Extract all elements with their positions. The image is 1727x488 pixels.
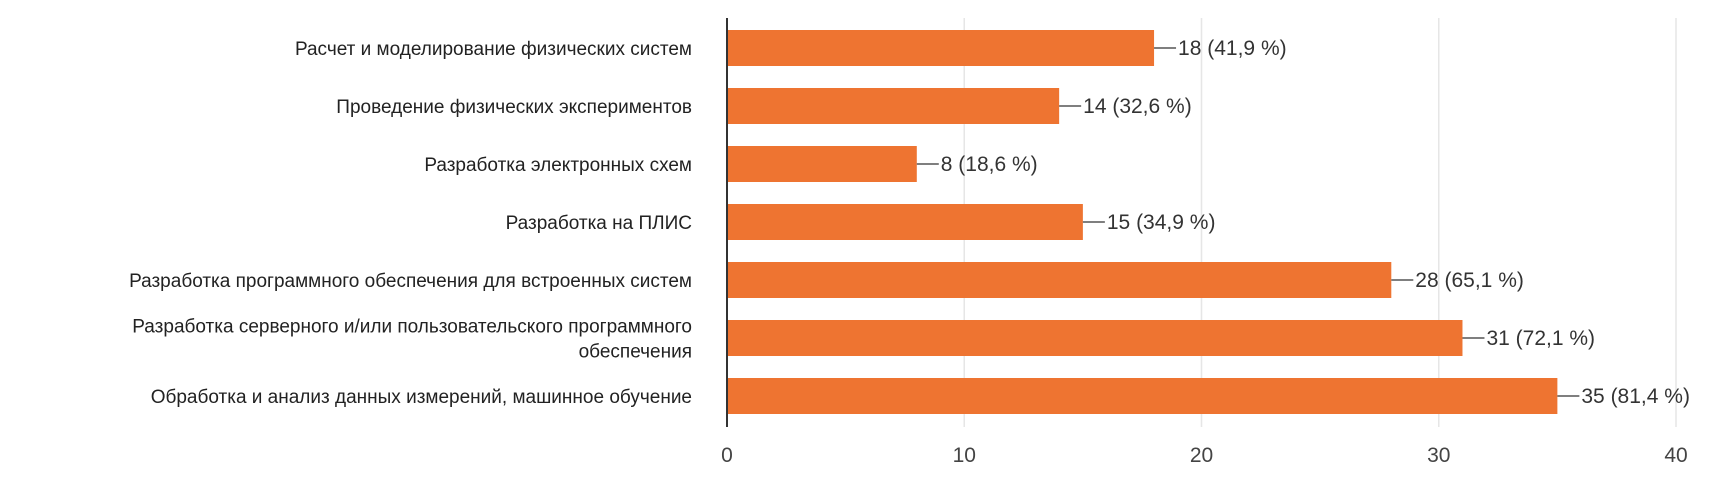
data-label: 31 (72,1 %) [1486, 327, 1595, 350]
category-label: Разработка серверного и/или пользователь… [132, 317, 692, 338]
bar [727, 30, 1155, 66]
bar [727, 204, 1083, 240]
x-tick-label: 30 [1427, 444, 1450, 467]
bar [727, 378, 1558, 414]
data-label: 8 (18,6 %) [941, 153, 1038, 176]
x-tick-label: 0 [721, 444, 733, 467]
bar [727, 88, 1060, 124]
bars-layer [727, 30, 1580, 414]
labels-layer: 0 10 20 30 40 18 (41,9 %) Расчет и моделирован… [129, 37, 1690, 467]
bar [727, 320, 1463, 356]
category-label: Разработка на ПЛИС [506, 213, 692, 234]
category-label: Расчет и моделирование физических систем [295, 39, 692, 60]
category-label: Разработка программного обеспечения для … [129, 271, 692, 292]
x-tick-label: 20 [1190, 444, 1213, 467]
category-label: Проведение физических экспериментов [336, 97, 692, 118]
category-label: обеспечения [579, 342, 692, 363]
data-label: 14 (32,6 %) [1083, 95, 1192, 118]
category-label: Обработка и анализ данных измерений, маш… [151, 387, 692, 408]
bar [727, 146, 917, 182]
data-label: 15 (34,9 %) [1107, 211, 1216, 234]
data-label: 35 (81,4 %) [1581, 385, 1690, 408]
data-label: 28 (65,1 %) [1415, 269, 1524, 292]
x-tick-label: 40 [1664, 444, 1687, 467]
bar [727, 262, 1392, 298]
category-label: Разработка электронных схем [424, 155, 692, 176]
data-label: 18 (41,9 %) [1178, 37, 1287, 60]
x-tick-label: 10 [953, 444, 976, 467]
